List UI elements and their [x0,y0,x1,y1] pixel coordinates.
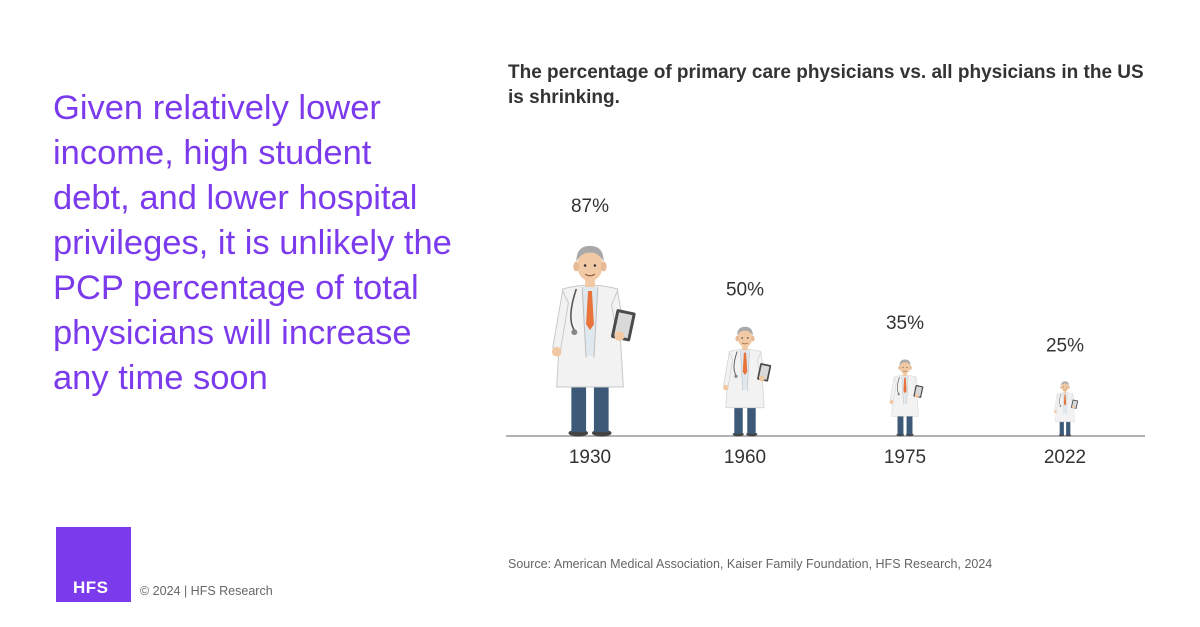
doctor-figure-icon [889,359,924,437]
category-label: 1960 [724,447,766,468]
category-label: 2022 [1044,447,1086,468]
source-note: Source: American Medical Association, Ka… [508,557,993,571]
doctor-figure-icon [551,245,636,437]
chart-title: The percentage of primary care physician… [508,62,1144,108]
value-label: 35% [886,313,924,334]
value-label: 50% [726,279,764,300]
value-label: 25% [1046,336,1084,357]
headline: Given relatively lower income, high stud… [53,89,452,397]
logo-text: HFS [73,578,109,597]
pictograph-chart: 87% 1930 50% 1960 35% 1975 25% 2022 [506,196,1145,468]
copyright: © 2024 | HFS Research [140,584,273,598]
category-label: 1975 [884,447,926,468]
doctor-figure-icon [1054,381,1079,437]
category-label: 1930 [569,447,611,468]
hfs-logo: HFS [56,527,131,602]
doctor-figure-icon [723,326,772,437]
value-label: 87% [571,196,609,217]
